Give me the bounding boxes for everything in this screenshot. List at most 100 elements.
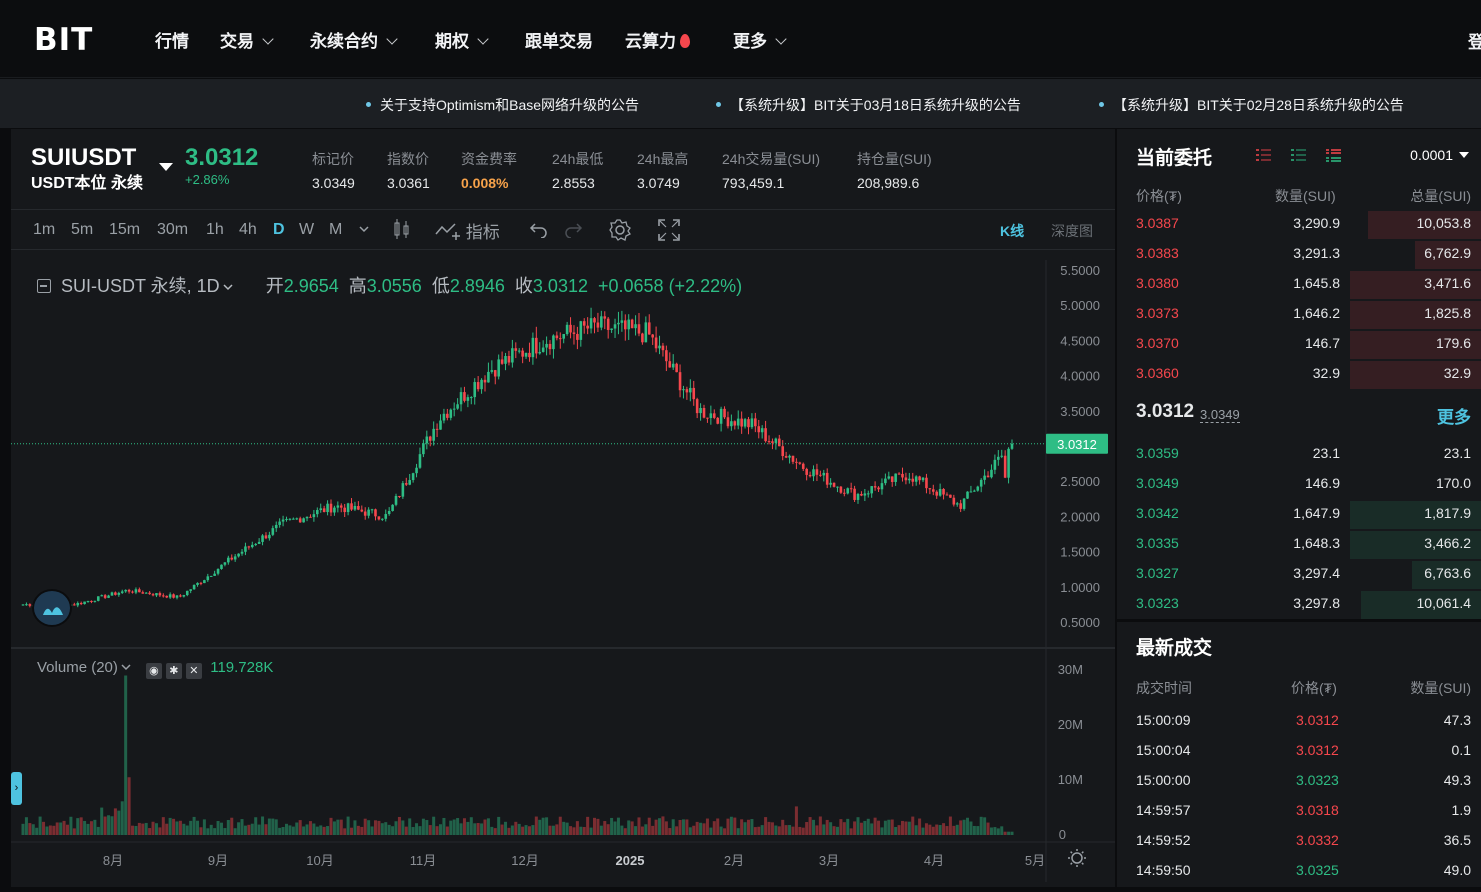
orderbook-bids-only-icon[interactable] <box>1291 149 1306 162</box>
tab-depth-chart[interactable]: 深度图 <box>1051 223 1093 239</box>
timeframe-15m[interactable]: 15m <box>109 221 141 238</box>
symbol-dropdown-icon[interactable] <box>159 163 173 171</box>
indicator-button[interactable]: 指标 <box>435 218 500 243</box>
volume-bar <box>699 822 703 835</box>
nav-market[interactable]: 行情 <box>155 32 189 51</box>
volume-bar <box>72 828 76 835</box>
volume-bar <box>521 826 525 835</box>
volume-bar <box>79 817 83 835</box>
candle-body <box>247 546 251 548</box>
orderbook-asks-only-icon[interactable] <box>1256 149 1271 162</box>
candle-body <box>712 413 716 418</box>
candle-body <box>425 436 429 444</box>
nav-trade[interactable]: 交易 <box>220 27 274 52</box>
candle-body <box>887 476 891 479</box>
volume-bar <box>120 801 124 835</box>
timeframe-1m[interactable]: 1m <box>33 221 56 238</box>
candle-body <box>271 528 275 535</box>
timeframe-5m[interactable]: 5m <box>71 221 94 238</box>
orderbook-mark-price[interactable]: 3.0349 <box>1200 407 1240 423</box>
eye-icon[interactable]: ◉ <box>145 663 162 679</box>
notice-item[interactable]: 【系统升级】BIT关于02月28日系统升级的公告 <box>1099 95 1404 115</box>
candle-body <box>411 473 415 481</box>
candle-body <box>250 544 254 548</box>
volume-bar <box>178 820 182 835</box>
candle-body <box>483 379 487 383</box>
candle-body <box>774 438 778 443</box>
candle-body <box>360 509 364 512</box>
ask-row[interactable]: 3.0380 1,645.8 3,471.6 <box>1117 269 1481 299</box>
symbol-name[interactable]: SUIUSDT <box>31 144 137 171</box>
nav-cloud-mining[interactable]: 云算力 <box>625 27 690 52</box>
volume-bar <box>952 825 956 835</box>
redo-icon[interactable] <box>563 220 583 243</box>
ask-row[interactable]: 3.0360 32.9 32.9 <box>1117 359 1481 389</box>
candle-body <box>387 510 391 515</box>
nav-copy-trading[interactable]: 跟单交易 <box>525 32 593 51</box>
bit-logo[interactable]: BIT <box>34 22 94 58</box>
nav-login[interactable]: 登 <box>1468 33 1481 52</box>
candle-body <box>849 488 853 490</box>
timeframe-1mo[interactable]: M <box>329 221 343 238</box>
bid-row[interactable]: 3.0349 146.9 170.0 <box>1117 469 1481 499</box>
ask-row[interactable]: 3.0383 3,291.3 6,762.9 <box>1117 239 1481 269</box>
close-icon[interactable]: ✕ <box>185 663 202 679</box>
orderbook-both-icon[interactable] <box>1326 149 1341 162</box>
candle-body <box>370 509 374 511</box>
candlestick-chart[interactable]: 5.50005.00004.50004.00003.50003.00002.50… <box>11 260 1115 882</box>
timeframe-1w[interactable]: W <box>299 221 315 238</box>
bid-row[interactable]: 3.0342 1,647.9 1,817.9 <box>1117 499 1481 529</box>
bid-row[interactable]: 3.0327 3,297.4 6,763.6 <box>1117 559 1481 589</box>
candle-body <box>309 516 312 518</box>
candle-body <box>784 456 788 458</box>
collapse-legend-icon[interactable] <box>37 279 51 293</box>
volume-bar <box>418 826 422 835</box>
candle-body <box>120 591 124 593</box>
volume-bar <box>452 819 456 835</box>
depth-bar <box>1415 241 1481 269</box>
candle-body <box>83 601 86 605</box>
notice-item[interactable]: 关于支持Optimism和Base网络升级的公告 <box>366 95 639 115</box>
bid-row[interactable]: 3.0335 1,648.3 3,466.2 <box>1117 529 1481 559</box>
timeframe-1d[interactable]: D <box>273 221 285 238</box>
volume-bar <box>719 826 723 835</box>
candle-body <box>408 480 412 485</box>
tradingview-logo-icon[interactable] <box>32 589 72 627</box>
timeframe-more-icon[interactable] <box>358 219 370 239</box>
row-amount: 1,647.9 <box>1293 505 1340 521</box>
ask-row[interactable]: 3.0373 1,646.2 1,825.8 <box>1117 299 1481 329</box>
notice-item[interactable]: 【系统升级】BIT关于03月18日系统升级的公告 <box>716 95 1021 115</box>
candle-type-icon[interactable] <box>392 218 412 245</box>
bid-row[interactable]: 3.0323 3,297.8 10,061.4 <box>1117 589 1481 619</box>
undo-icon[interactable] <box>529 220 549 243</box>
candle-body <box>175 595 179 598</box>
nav-more[interactable]: 更多 <box>733 27 787 52</box>
timeframe-1h[interactable]: 1h <box>206 221 224 238</box>
row-price: 3.0359 <box>1136 445 1179 461</box>
timeframe-30m[interactable]: 30m <box>157 221 189 238</box>
candle-body <box>138 589 141 593</box>
timeframe-4h[interactable]: 4h <box>239 221 257 238</box>
left-drawer-toggle[interactable]: › <box>11 772 22 805</box>
orderbook-more-link[interactable]: 更多 <box>1437 408 1471 427</box>
fullscreen-icon[interactable] <box>658 219 680 246</box>
candle-body <box>757 426 761 433</box>
volume-bar <box>175 821 179 835</box>
row-amount: 3,297.8 <box>1293 595 1340 611</box>
nav-options[interactable]: 期权 <box>435 27 489 52</box>
volume-bar <box>432 816 436 835</box>
settings-icon[interactable]: ✱ <box>165 663 182 679</box>
ask-row[interactable]: 3.0370 146.7 179.6 <box>1117 329 1481 359</box>
ask-row[interactable]: 3.0387 3,290.9 10,053.8 <box>1117 209 1481 239</box>
candle-body <box>870 486 873 494</box>
precision-select[interactable]: 0.0001 <box>1410 147 1469 163</box>
candle-body <box>521 350 524 357</box>
volume-bar <box>117 810 121 835</box>
candle-body <box>839 486 843 493</box>
bid-row[interactable]: 3.0359 23.1 23.1 <box>1117 439 1481 469</box>
row-total: 6,762.9 <box>1424 245 1471 261</box>
tab-kline[interactable]: K线 <box>1000 223 1025 239</box>
nav-perpetual[interactable]: 永续合约 <box>310 27 398 52</box>
candle-body <box>801 463 805 469</box>
settings-gear-icon[interactable] <box>608 218 632 247</box>
